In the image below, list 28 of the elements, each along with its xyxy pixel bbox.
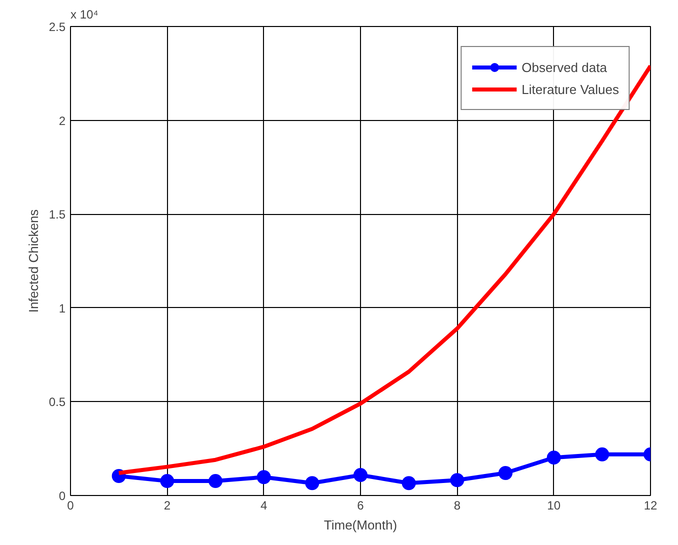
y-tick-label: 1 [58, 301, 66, 316]
y-tick-label: 2.5 [48, 20, 66, 34]
y-tick-label: 2 [58, 114, 66, 128]
y-tick-label: 0.5 [48, 395, 66, 410]
y-tick-label: 0 [58, 489, 66, 503]
y-axis-title: Infected Chickens [26, 208, 41, 313]
point [498, 466, 512, 480]
point [595, 447, 610, 462]
point [208, 474, 222, 488]
point [256, 470, 271, 484]
x-tick-label: 6 [357, 498, 364, 512]
point [305, 476, 320, 490]
point [450, 473, 464, 488]
x-tick-label: 12 [644, 498, 658, 512]
legend-label: Literature Values [522, 82, 619, 96]
point [546, 450, 561, 465]
x-tick-label: 8 [454, 498, 461, 512]
text: x 10⁴ [70, 8, 98, 22]
point [160, 474, 174, 488]
x-axis-title: Time(Month) [324, 518, 398, 532]
point [402, 476, 416, 490]
y-tick-label: 1.5 [48, 208, 66, 222]
point [354, 468, 368, 482]
x-tick-label: 4 [260, 498, 268, 512]
x-tick-label: 2 [164, 498, 171, 512]
legend-label: Observed data [522, 60, 607, 74]
x-tick-label: 0 [67, 498, 74, 512]
x-tick-label: 10 [547, 498, 561, 512]
